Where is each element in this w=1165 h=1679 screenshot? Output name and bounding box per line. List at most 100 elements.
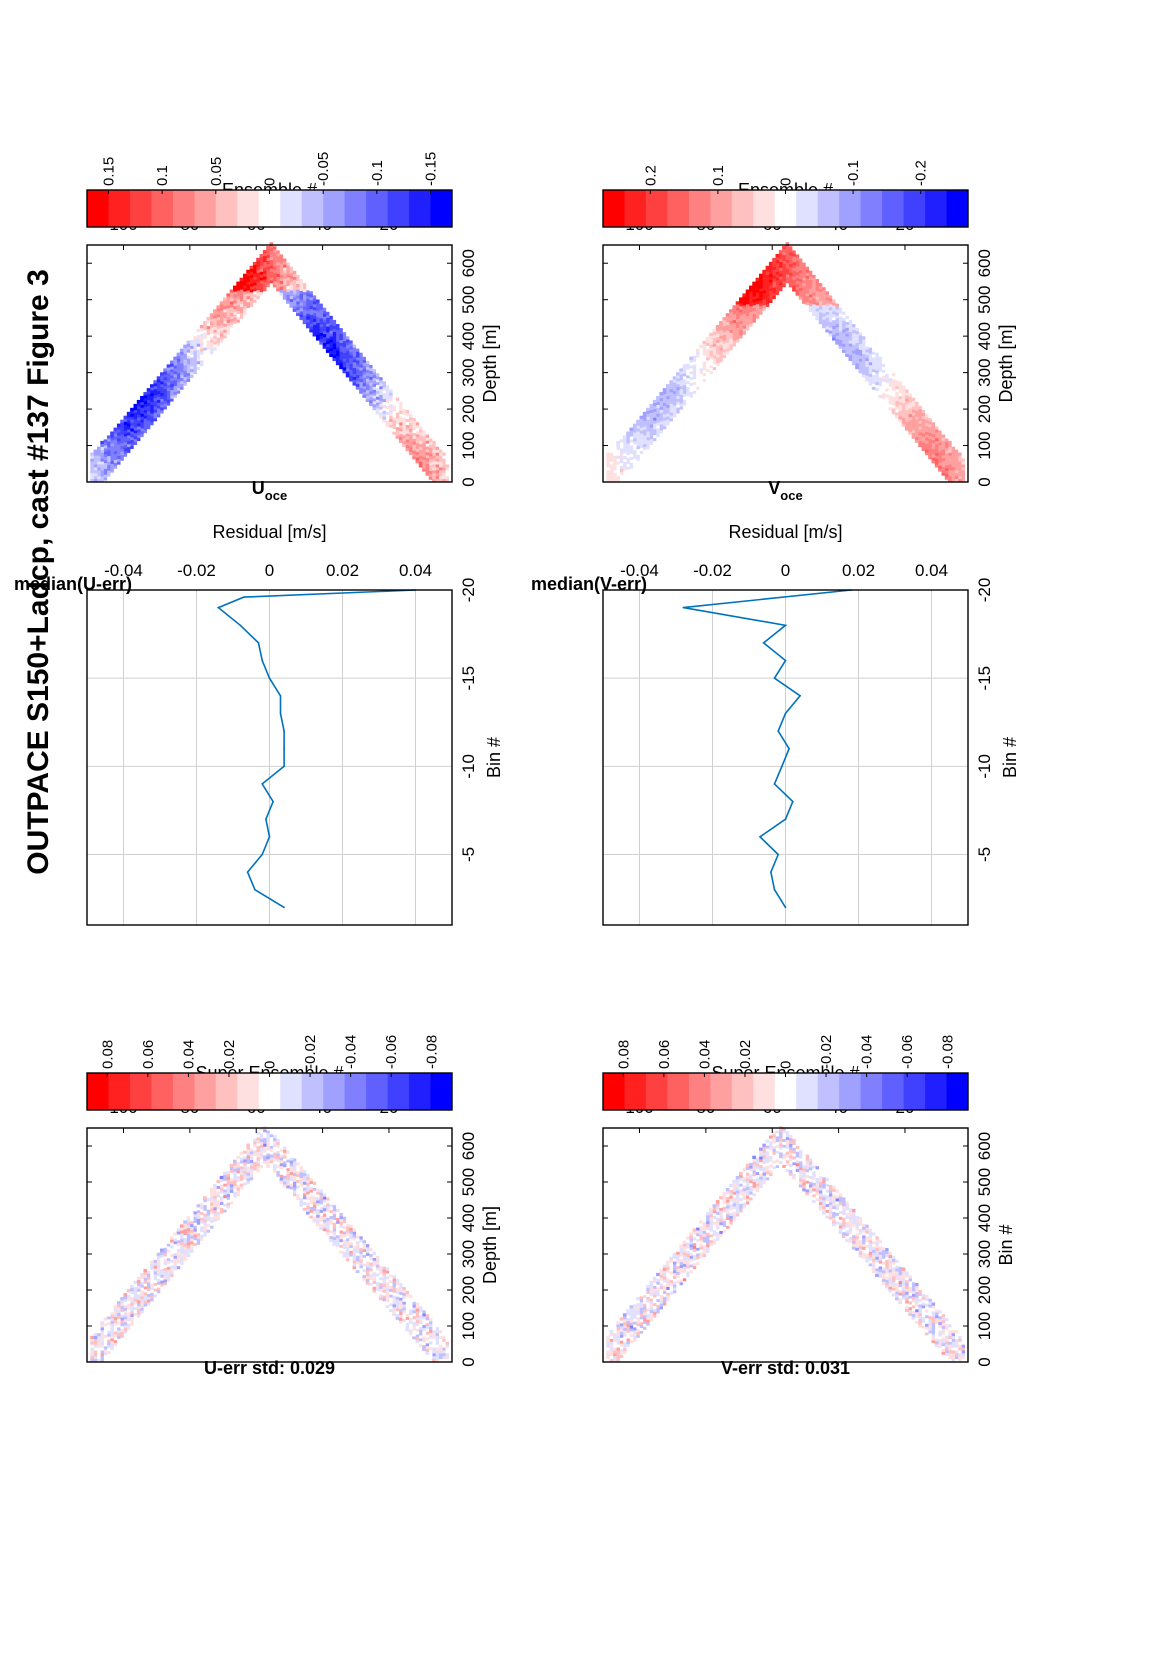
heatmap-cell [166,396,171,400]
heatmap-cell [379,397,383,401]
heatmap-cell [243,1176,247,1180]
heatmap-cell [93,1347,98,1351]
heatmap-cell [130,1285,134,1289]
data-point [254,888,256,891]
heatmap-cell [629,1336,634,1341]
heatmap-cell [329,327,333,331]
heatmap-cell [106,1342,111,1346]
heatmap-cell [822,1179,826,1183]
heatmap-cell [166,370,171,374]
heatmap-cell [193,1214,197,1218]
heatmap-cell [249,303,254,307]
heatmap-cell [838,1225,843,1229]
heatmap-cell [861,1252,866,1256]
heatmap-cell [702,1230,707,1234]
heatmap-cell [398,1314,403,1318]
heatmap-cell [279,1177,284,1181]
heatmap-cell [252,1161,257,1165]
heatmap-cell [639,1324,644,1328]
heatmap-cell [153,1271,157,1275]
heatmap-cell [832,1191,836,1195]
heatmap-cell [186,361,191,365]
heatmap-cell [788,1161,793,1165]
heatmap-cell [339,1247,343,1251]
heatmap-cell [365,1278,370,1282]
heatmap-cell [705,1249,710,1253]
heatmap-cell [432,1350,436,1354]
heatmap-cell [828,1204,833,1208]
heatmap-cell [262,1137,267,1141]
heatmap-cell [249,1153,254,1158]
heatmap-cell [666,1269,670,1273]
heatmap-cell [233,1159,237,1163]
heatmap-cell [818,1184,823,1188]
heatmap-cell [359,1247,363,1251]
heatmap-cell [928,1304,932,1308]
heatmap-cell [179,363,184,367]
heatmap-cell [709,1228,713,1232]
heatmap-cell [755,1189,760,1193]
heatmap-cell [173,1261,177,1265]
heatmap-cell [895,1268,899,1272]
heatmap-cell [345,1258,350,1262]
heatmap-cell [865,1241,869,1246]
heatmap-cell [778,1132,783,1136]
heatmap-cell [329,318,333,322]
heatmap-cell [415,1331,420,1335]
heatmap-cell [729,1209,733,1214]
heatmap-cell [379,1291,383,1295]
heatmap-cell [97,1327,101,1331]
heatmap-cell [931,445,936,449]
heatmap-cell [163,1276,167,1280]
heatmap-cell [345,362,350,366]
heatmap-cell [958,469,962,474]
heatmap-cell [352,356,357,360]
heatmap-cell [203,332,207,336]
heatmap-cell [216,311,220,315]
heatmap-cell [788,1155,793,1159]
heatmap-cell [362,391,366,395]
heatmap-cell [329,342,333,346]
heatmap-cell [339,1215,343,1219]
heatmap-cell [901,1296,906,1300]
heatmap-cell [130,1316,134,1320]
heatmap-cell [256,1140,260,1144]
heatmap-cell [279,268,284,273]
heatmap-cell [948,449,952,453]
heatmap-cell [146,423,151,427]
heatmap-cell [286,1153,290,1157]
heatmap-cell [418,1343,423,1347]
heatmap-cell [179,1253,184,1257]
heatmap-cell [428,1346,433,1351]
heatmap-cell [722,1197,727,1201]
heatmap-cell [345,1252,350,1256]
heatmap-cell [924,1309,929,1313]
heatmap-cell [136,437,141,442]
heatmap-cell [160,389,164,393]
heatmap-cell [299,299,303,303]
heatmap-cell [759,1147,763,1151]
heatmap-cell [296,286,300,290]
heatmap-cell [785,1134,790,1138]
heatmap-cell [173,1238,177,1242]
heatmap-cell [339,342,343,346]
heatmap-cell [170,395,174,399]
heatmap-cell [136,417,141,421]
heatmap-cell [676,1257,680,1261]
heatmap-cell [189,336,194,340]
heatmap-cell [209,1208,214,1212]
heatmap-cell [666,1292,670,1296]
heatmap-cell [652,1285,657,1289]
heatmap-cell [309,1180,313,1184]
heatmap-cell [140,401,144,405]
heatmap-cell [788,1137,793,1142]
heatmap-cell [792,1167,796,1171]
heatmap-cell [312,312,317,317]
y-tick-label: -15 [975,666,994,691]
heatmap-cell [365,392,370,397]
heatmap-cell [722,1215,727,1219]
heatmap-cell [845,1212,849,1216]
heatmap-cell [954,1344,959,1348]
heatmap-cell [282,1152,287,1156]
heatmap-cell [150,384,154,388]
